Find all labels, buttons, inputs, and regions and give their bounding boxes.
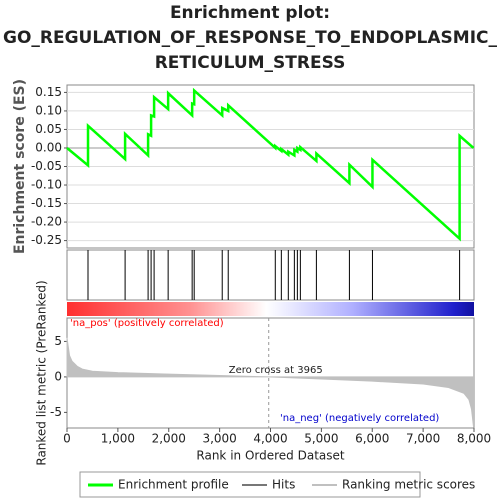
legend-label: Enrichment profile bbox=[118, 478, 229, 492]
x-tick-label: 0 bbox=[63, 432, 71, 446]
x-axis-label: Rank in Ordered Dataset bbox=[196, 449, 344, 463]
x-tick-label: 1,000 bbox=[101, 432, 135, 446]
x-tick-label: 7,000 bbox=[406, 432, 440, 446]
es-line bbox=[66, 87, 475, 242]
metric-area bbox=[66, 337, 474, 427]
y-tick-label: 5 bbox=[54, 334, 62, 348]
title-line: Enrichment plot: bbox=[170, 3, 330, 23]
y-tick-label: -5 bbox=[50, 405, 62, 419]
legend-label: Hits bbox=[272, 478, 295, 492]
title-line: GO_REGULATION_OF_RESPONSE_TO_ENDOPLASMIC… bbox=[3, 28, 498, 48]
y-tick-label: -0.10 bbox=[31, 178, 62, 192]
y-tick-label: 0.10 bbox=[35, 103, 62, 117]
y-tick-label: -0.25 bbox=[31, 233, 62, 247]
y-axis-label: Ranked list metric (PreRanked) bbox=[35, 280, 49, 465]
y-tick-label: 0.15 bbox=[35, 85, 62, 99]
title-line: RETICULUM_STRESS bbox=[155, 53, 346, 73]
y-tick-label: -0.05 bbox=[31, 159, 62, 173]
panel-frame bbox=[66, 249, 475, 301]
zero-cross-label: Zero cross at 3965 bbox=[229, 365, 323, 376]
y-tick-label: 0 bbox=[54, 369, 62, 383]
y-tick-label: -0.15 bbox=[31, 196, 62, 210]
color-bar bbox=[67, 302, 474, 316]
annotation: 'na_neg' (negatively correlated) bbox=[280, 413, 439, 424]
y-tick-label: 0.05 bbox=[35, 122, 62, 136]
x-tick-label: 5,000 bbox=[304, 432, 338, 446]
y-tick-label: 0.00 bbox=[35, 140, 62, 154]
x-tick-label: 2,000 bbox=[152, 432, 186, 446]
x-tick-label: 3,000 bbox=[202, 432, 236, 446]
x-tick-label: 4,000 bbox=[253, 432, 287, 446]
x-tick-label: 8,000 bbox=[457, 432, 491, 446]
x-tick-label: 6,000 bbox=[355, 432, 389, 446]
legend: Enrichment profile Hits Ranking metric sco… bbox=[79, 471, 475, 498]
y-tick-label: -0.20 bbox=[31, 215, 62, 229]
legend-label: Ranking metric scores bbox=[342, 478, 475, 492]
annotation: 'na_pos' (positively correlated) bbox=[70, 318, 224, 329]
y-axis-label: Enrichment score (ES) bbox=[12, 79, 28, 254]
